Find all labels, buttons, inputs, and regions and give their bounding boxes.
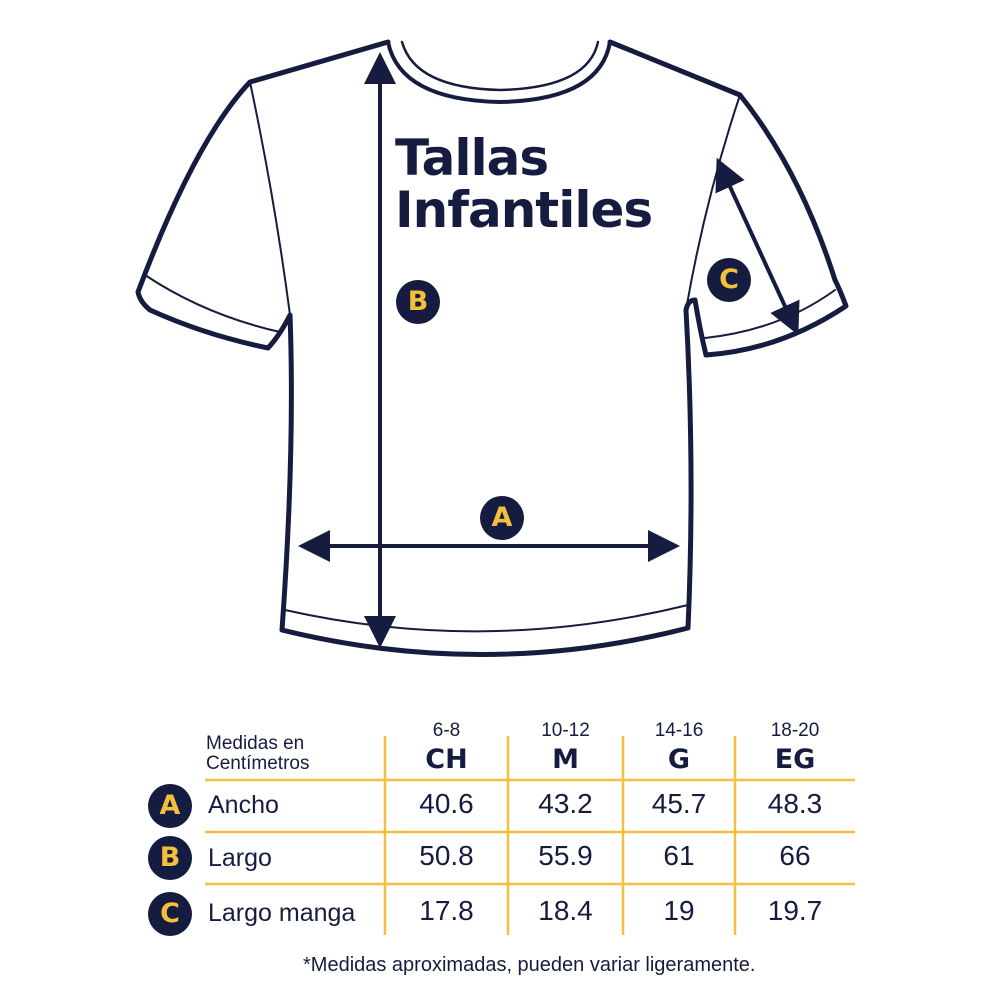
table-cell: 50.8 bbox=[419, 840, 474, 871]
table-cell: 43.2 bbox=[538, 788, 593, 819]
col-size-code: M bbox=[552, 744, 579, 775]
table-cell: 19 bbox=[663, 895, 695, 926]
row-badge: C bbox=[148, 892, 192, 936]
table-cell: 61 bbox=[663, 840, 695, 871]
row-badge: B bbox=[148, 836, 192, 880]
table-cell: 19.7 bbox=[767, 895, 823, 926]
label-b-badge: B bbox=[396, 280, 440, 324]
col-range: 14-16 bbox=[654, 720, 704, 741]
col-size-code: CH bbox=[425, 744, 468, 775]
col-size-code: EG bbox=[774, 744, 816, 775]
left-sleeve-hem bbox=[144, 274, 281, 333]
col-range: 10-12 bbox=[541, 720, 590, 741]
table-cell: 18.4 bbox=[538, 895, 593, 926]
shirt-outline bbox=[135, 39, 849, 657]
table-cell: 66 bbox=[779, 840, 811, 871]
table-header-label: Medidas en Centímetros bbox=[206, 733, 310, 774]
row-label: Ancho bbox=[208, 791, 279, 819]
collar-inner bbox=[400, 40, 600, 92]
col-size-code: G bbox=[667, 744, 691, 775]
label-a-badge: A bbox=[480, 496, 524, 540]
left-sleeve-seam bbox=[249, 81, 291, 316]
table-cell: 45.7 bbox=[651, 788, 707, 819]
footnote: *Medidas aproximadas, pueden variar lige… bbox=[303, 954, 756, 976]
col-range: 18-20 bbox=[770, 720, 820, 741]
label-c-badge: C bbox=[707, 258, 751, 302]
table-cell: 48.3 bbox=[767, 788, 823, 819]
table-cell: 55.9 bbox=[538, 840, 593, 871]
row-badge: A bbox=[148, 784, 192, 828]
right-sleeve-seam bbox=[685, 94, 741, 311]
bottom-hem bbox=[284, 604, 689, 633]
row-label: Largo manga bbox=[208, 899, 356, 927]
row-label: Largo bbox=[208, 844, 272, 872]
collar-outer bbox=[386, 40, 612, 104]
col-range: 6-8 bbox=[432, 720, 461, 741]
arrow-c bbox=[715, 157, 800, 336]
page-title: Tallas Infantiles bbox=[395, 129, 653, 239]
table-grid bbox=[205, 736, 855, 935]
table-cell: 17.8 bbox=[419, 895, 474, 926]
table-cell: 40.6 bbox=[419, 788, 474, 819]
